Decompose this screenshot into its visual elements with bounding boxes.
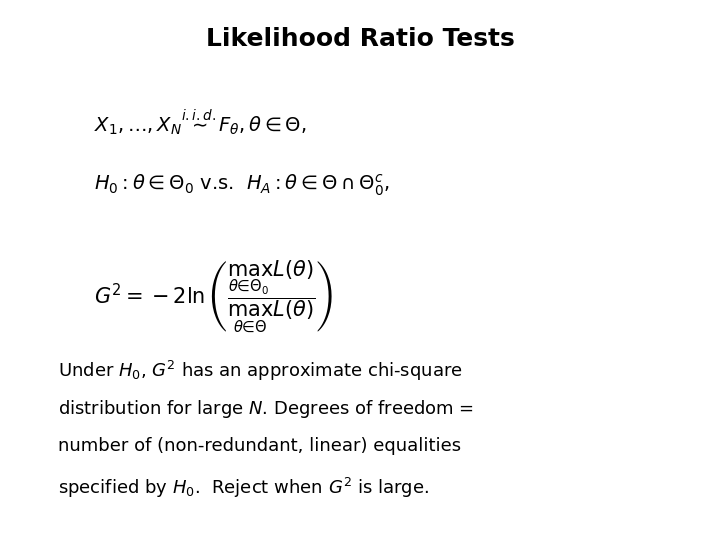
Text: $G^2 = -2\ln\left(\dfrac{\max_{\theta\in\Theta_0} L(\theta)}{\max_{\theta\in\The: $G^2 = -2\ln\left(\dfrac{\max_{\theta\in… bbox=[94, 259, 333, 335]
Text: $X_1,\ldots,X_N \overset{\mathit{i.i.d.}}{\sim} F_\theta, \theta \in \Theta,$: $X_1,\ldots,X_N \overset{\mathit{i.i.d.}… bbox=[94, 108, 306, 138]
Text: Likelihood Ratio Tests: Likelihood Ratio Tests bbox=[206, 27, 514, 51]
Text: $H_0 : \theta \in \Theta_0$ v.s.  $H_A : \theta \in \Theta \cap \Theta_0^c,$: $H_0 : \theta \in \Theta_0$ v.s. $H_A : … bbox=[94, 173, 389, 198]
Text: distribution for large $N$. Degrees of freedom =: distribution for large $N$. Degrees of f… bbox=[58, 398, 474, 420]
Text: specified by $H_0$.  Reject when $G^2$ is large.: specified by $H_0$. Reject when $G^2$ is… bbox=[58, 476, 429, 500]
Text: Under $H_0$, $G^2$ has an approximate chi-square: Under $H_0$, $G^2$ has an approximate ch… bbox=[58, 359, 462, 383]
Text: number of (non-redundant, linear) equalities: number of (non-redundant, linear) equali… bbox=[58, 437, 461, 455]
